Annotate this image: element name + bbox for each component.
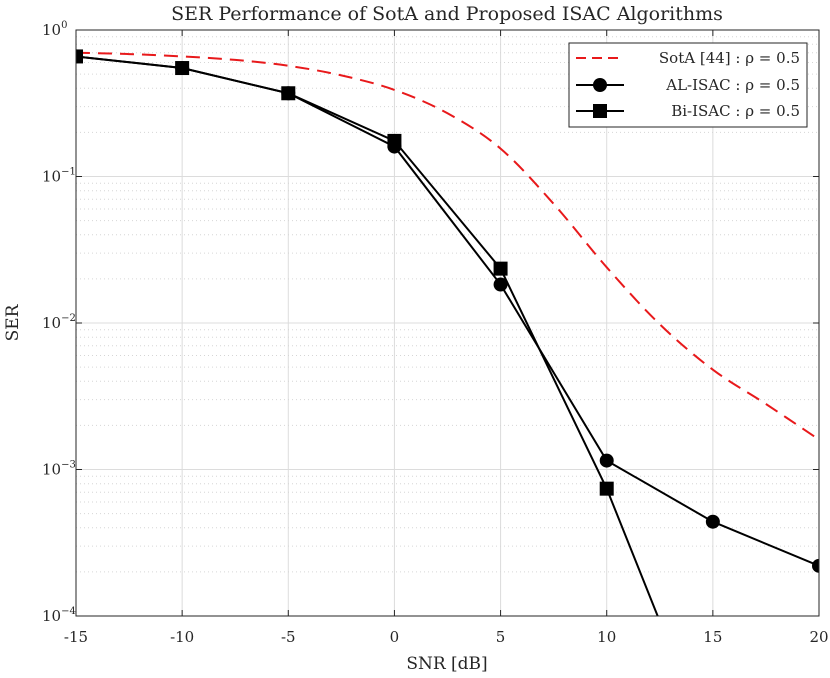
data-point-al-isac xyxy=(599,453,614,468)
y-tick-label: 10−1 xyxy=(42,167,76,186)
data-point-bi-isac xyxy=(599,481,614,496)
y-tick-label: 100 xyxy=(42,20,67,39)
x-tick-label: 15 xyxy=(703,628,722,646)
y-tick-label: 10−2 xyxy=(42,313,76,332)
data-point-bi-isac xyxy=(493,261,508,276)
legend-label-al-isac: AL-ISAC : ρ = 0.5 xyxy=(665,76,800,94)
x-tick-label: -5 xyxy=(281,628,296,646)
x-tick-label: -10 xyxy=(170,628,194,646)
data-point-al-isac xyxy=(812,558,819,573)
y-tick-label: 10−4 xyxy=(42,606,76,625)
x-axis-label: SNR [dB] xyxy=(406,654,487,674)
legend: SotA [44] : ρ = 0.5 AL-ISAC : ρ = 0.5 Bi… xyxy=(568,42,808,128)
data-point-bi-isac xyxy=(281,86,296,101)
x-tick-label: 10 xyxy=(597,628,616,646)
data-point-al-isac xyxy=(493,277,508,292)
x-tick-label: 5 xyxy=(496,628,506,646)
x-tick-label: -15 xyxy=(64,628,88,646)
series-layer xyxy=(76,49,819,616)
data-point-bi-isac xyxy=(175,61,190,76)
data-point-bi-isac xyxy=(387,133,402,148)
data-point-al-isac xyxy=(705,514,720,529)
legend-label-bi-isac: Bi-ISAC : ρ = 0.5 xyxy=(671,102,800,120)
x-tick-label: 0 xyxy=(390,628,400,646)
legend-label-sota: SotA [44] : ρ = 0.5 xyxy=(659,49,800,67)
legend-marker-al-isac xyxy=(593,78,607,92)
chart-title: SER Performance of SotA and Proposed ISA… xyxy=(171,3,723,25)
y-tick-label: 10−3 xyxy=(42,460,76,479)
data-point-bi-isac xyxy=(76,49,83,64)
legend-marker-bi-isac xyxy=(593,104,607,118)
y-axis-label: SER xyxy=(3,303,23,341)
x-tick-label: 20 xyxy=(809,628,828,646)
axis-ticks: -15 -10 -5 0 5 10 15 20 100 10−1 10−2 10−3 10−4 xyxy=(42,20,829,646)
